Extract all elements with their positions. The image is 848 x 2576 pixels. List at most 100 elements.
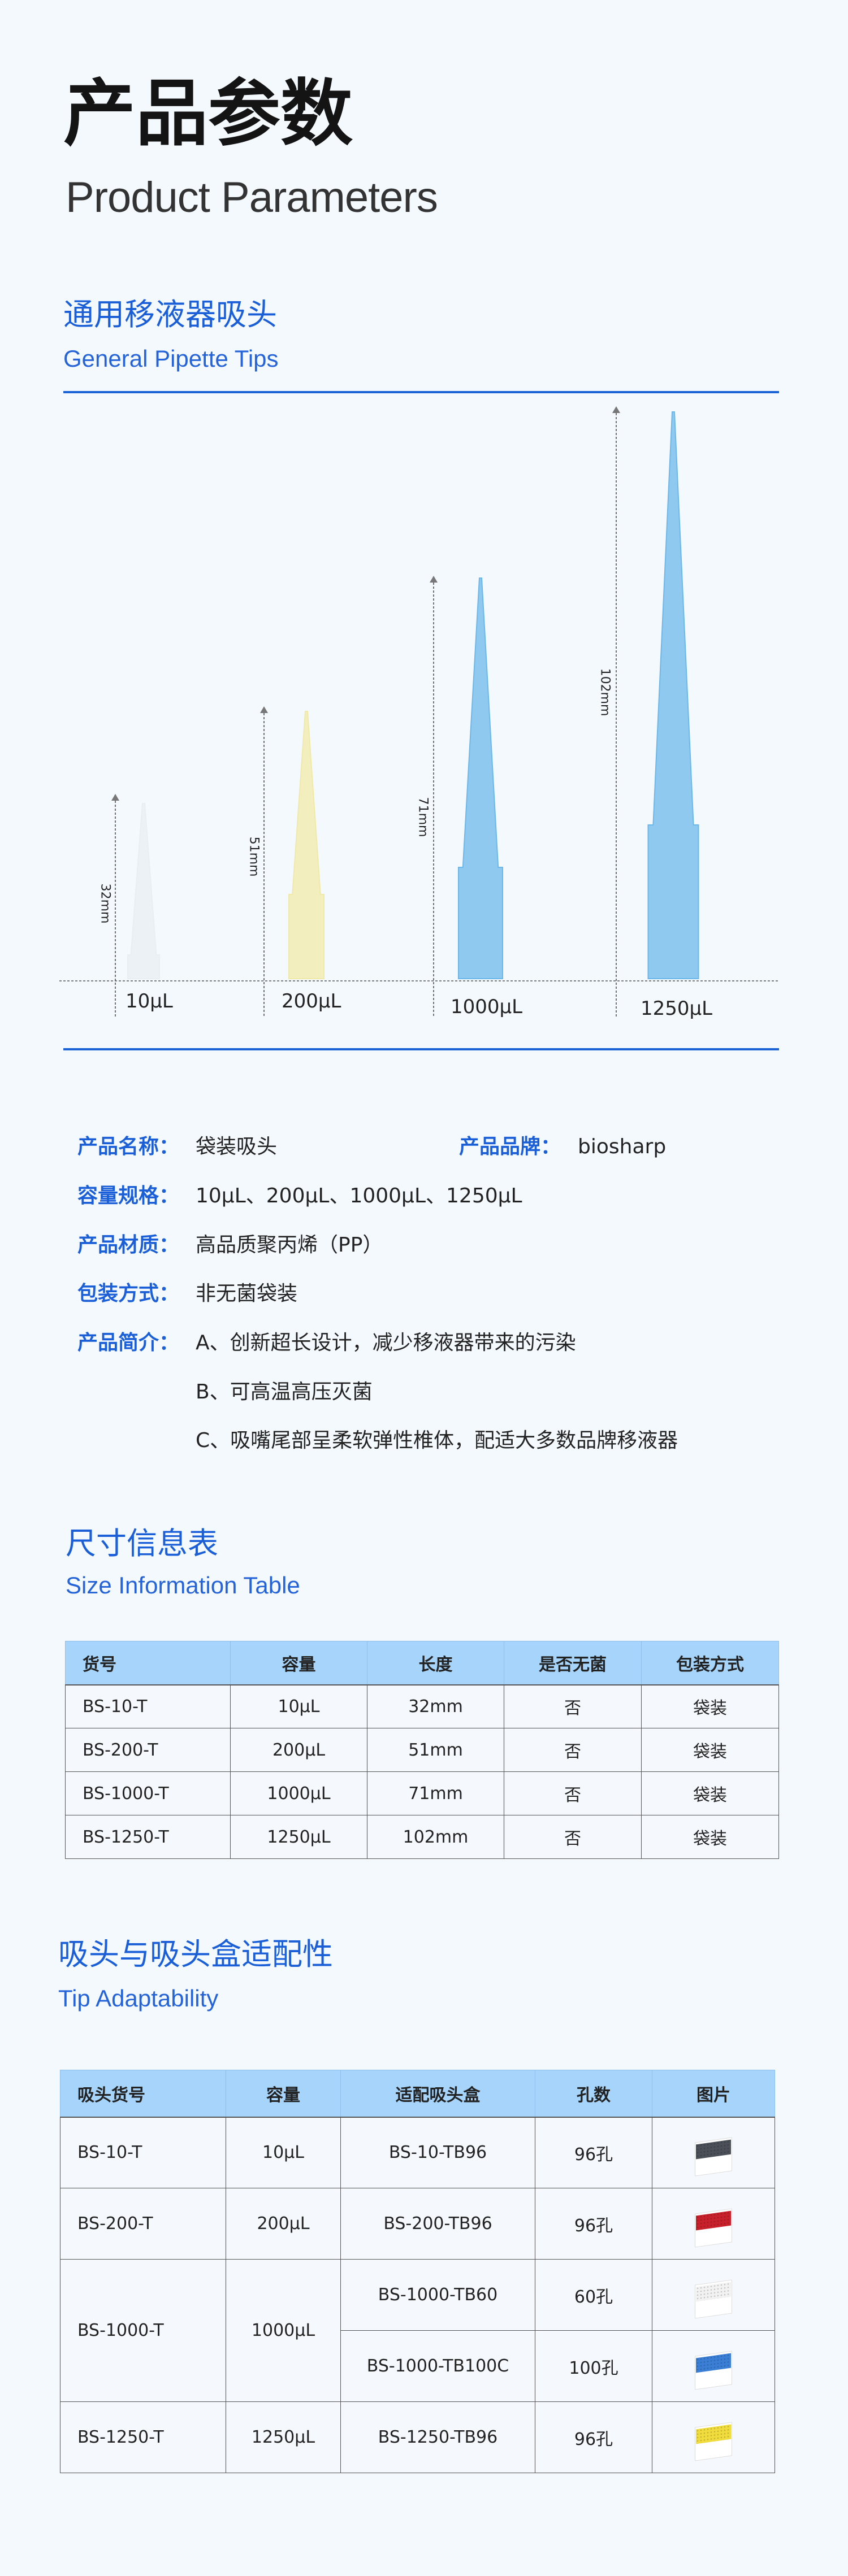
pack-label: 包装方式： [77,1282,180,1305]
table-cell: BS-1250-TB96 [340,2401,535,2473]
arrow-up-icon [612,406,620,413]
table-cell: BS-1000-T [65,1771,231,1815]
table-cell: BS-10-T [65,1684,231,1728]
spec-label: 容量规格： [77,1184,180,1207]
adapt-table-subtitle: Tip Adaptability [58,1985,219,2012]
table-cell: 10μL [226,2117,341,2188]
material-label: 产品材质： [77,1233,180,1257]
table-cell: 60孔 [535,2259,652,2331]
table-row: BS-200-T 200μL 51mm 否袋装 [65,1728,779,1772]
tip-volume-label: 1250μL [641,997,713,1020]
header-cell: 吸头货号 [60,2070,226,2118]
table-cell: 96孔 [535,2401,652,2473]
table-cell: 1250μL [230,1815,367,1859]
general-tips-subtitle: General Pipette Tips [63,345,279,372]
table-row: BS-1250-T 1250μL BS-1250-TB96 96孔 [60,2401,775,2473]
table-cell: 袋装 [641,1771,779,1815]
adapt-table: 吸头货号 容量 适配吸头盒 孔数 图片 BS-10-T 10μL BS-10-TB9… [60,2070,775,2473]
general-tips-title: 通用移液器吸头 [63,297,277,332]
table-cell: 32mm [367,1684,504,1728]
pack-value: 非无菌袋装 [196,1282,298,1305]
header-cell: 长度 [367,1641,504,1686]
header-cell: 货号 [65,1641,231,1686]
header-cell: 适配吸头盒 [340,2070,535,2118]
header-cell: 包装方式 [641,1641,779,1686]
name-value: 袋装吸头 [196,1135,278,1158]
tip-volume-label: 10μL [126,990,173,1013]
table-cell: 否 [504,1771,642,1815]
box-image-cell [652,2188,775,2260]
pipette-tip [647,411,699,979]
arrow-up-icon [111,794,119,801]
header-cell: 容量 [230,1641,367,1686]
table-cell: 102mm [367,1815,504,1859]
tip-volume-label: 200μL [282,990,341,1013]
tip-box-image [688,2412,739,2463]
pipette-tip [127,803,160,979]
box-image-cell [652,2330,775,2402]
arrow-up-icon [430,576,438,583]
table-header: 吸头货号 容量 适配吸头盒 孔数 图片 [60,2070,775,2118]
header-cell: 是否无菌 [504,1641,642,1686]
intro-item: A、创新超长设计，减少移液器带来的污染 [196,1331,576,1354]
divider [63,1048,779,1050]
table-cell: 袋装 [641,1684,779,1728]
table-row: BS-1000-TB100C 100孔 [60,2330,775,2402]
spec-value: 10μL、200μL、1000μL、1250μL [196,1184,522,1207]
table-cell: 200μL [230,1728,367,1772]
table-cell: 100孔 [535,2330,652,2402]
pipette-tips-illustration [59,406,779,1017]
table-row: BS-1000-T 1000μL BS-1000-TB60 60孔 [60,2259,775,2402]
page-title: 产品参数 [63,72,353,156]
header-cell: 孔数 [535,2070,652,2118]
header-cell: 图片 [652,2070,775,2118]
table-cell: 袋装 [641,1815,779,1859]
tip-box-image [688,2341,739,2392]
table-cell: 71mm [367,1771,504,1815]
header-cell: 容量 [226,2070,341,2118]
table-cell: BS-1000-TB60 [340,2259,535,2331]
table-cell: 51mm [367,1728,504,1772]
table-cell: BS-200-T [65,1728,231,1772]
size-table-subtitle: Size Information Table [66,1572,300,1598]
table-row: BS-10-T 10μL BS-10-TB96 96孔 [60,2117,775,2188]
arrow-up-icon [260,706,268,713]
table-cell: 否 [504,1815,642,1859]
table-cell: 10μL [230,1684,367,1728]
tip-length-label: 102mm [598,668,612,716]
brand-value: biosharp [578,1135,667,1158]
divider [63,391,779,393]
table-cell: 1000μL [230,1771,367,1815]
table-cell: 96孔 [535,2117,652,2188]
box-image-cell [652,2401,775,2473]
table-row: BS-1250-T 1250μL 102mm 否袋装 [65,1815,779,1859]
pipette-tip [458,577,503,979]
table-cell: 袋装 [641,1728,779,1772]
table-cell: 1000μL [226,2259,341,2402]
table-cell: BS-200-T [60,2188,226,2260]
tip-box-image [688,2127,739,2178]
table-cell: BS-10-TB96 [340,2117,535,2188]
tip-volume-label: 1000μL [451,996,523,1018]
table-cell: 否 [504,1728,642,1772]
table-cell: BS-10-T [60,2117,226,2188]
table-cell: 否 [504,1684,642,1728]
table-row: BS-1000-T 1000μL 71mm 否袋装 [65,1771,779,1815]
adapt-table-title: 吸头与吸头盒适配性 [58,1936,333,1972]
table-cell: 200μL [226,2188,341,2260]
table-cell: BS-1250-T [65,1815,231,1859]
name-label: 产品名称： [77,1135,180,1158]
tip-box-image [688,2270,739,2321]
tip-length-label: 71mm [416,797,430,837]
intro-label: 产品简介： [77,1331,180,1354]
intro-item: B、可高温高压灭菌 [196,1380,373,1404]
tip-length-label: 32mm [98,883,113,924]
pipette-tip [288,711,325,979]
box-image-cell [652,2259,775,2331]
size-table-title: 尺寸信息表 [66,1526,218,1561]
table-cell: BS-1250-T [60,2401,226,2473]
intro-item: C、吸嘴尾部呈柔软弹性椎体，配适大多数品牌移液器 [196,1429,678,1452]
box-image-cell [652,2117,775,2188]
tip-box-image [688,2199,739,2249]
table-cell: BS-200-TB96 [340,2188,535,2260]
